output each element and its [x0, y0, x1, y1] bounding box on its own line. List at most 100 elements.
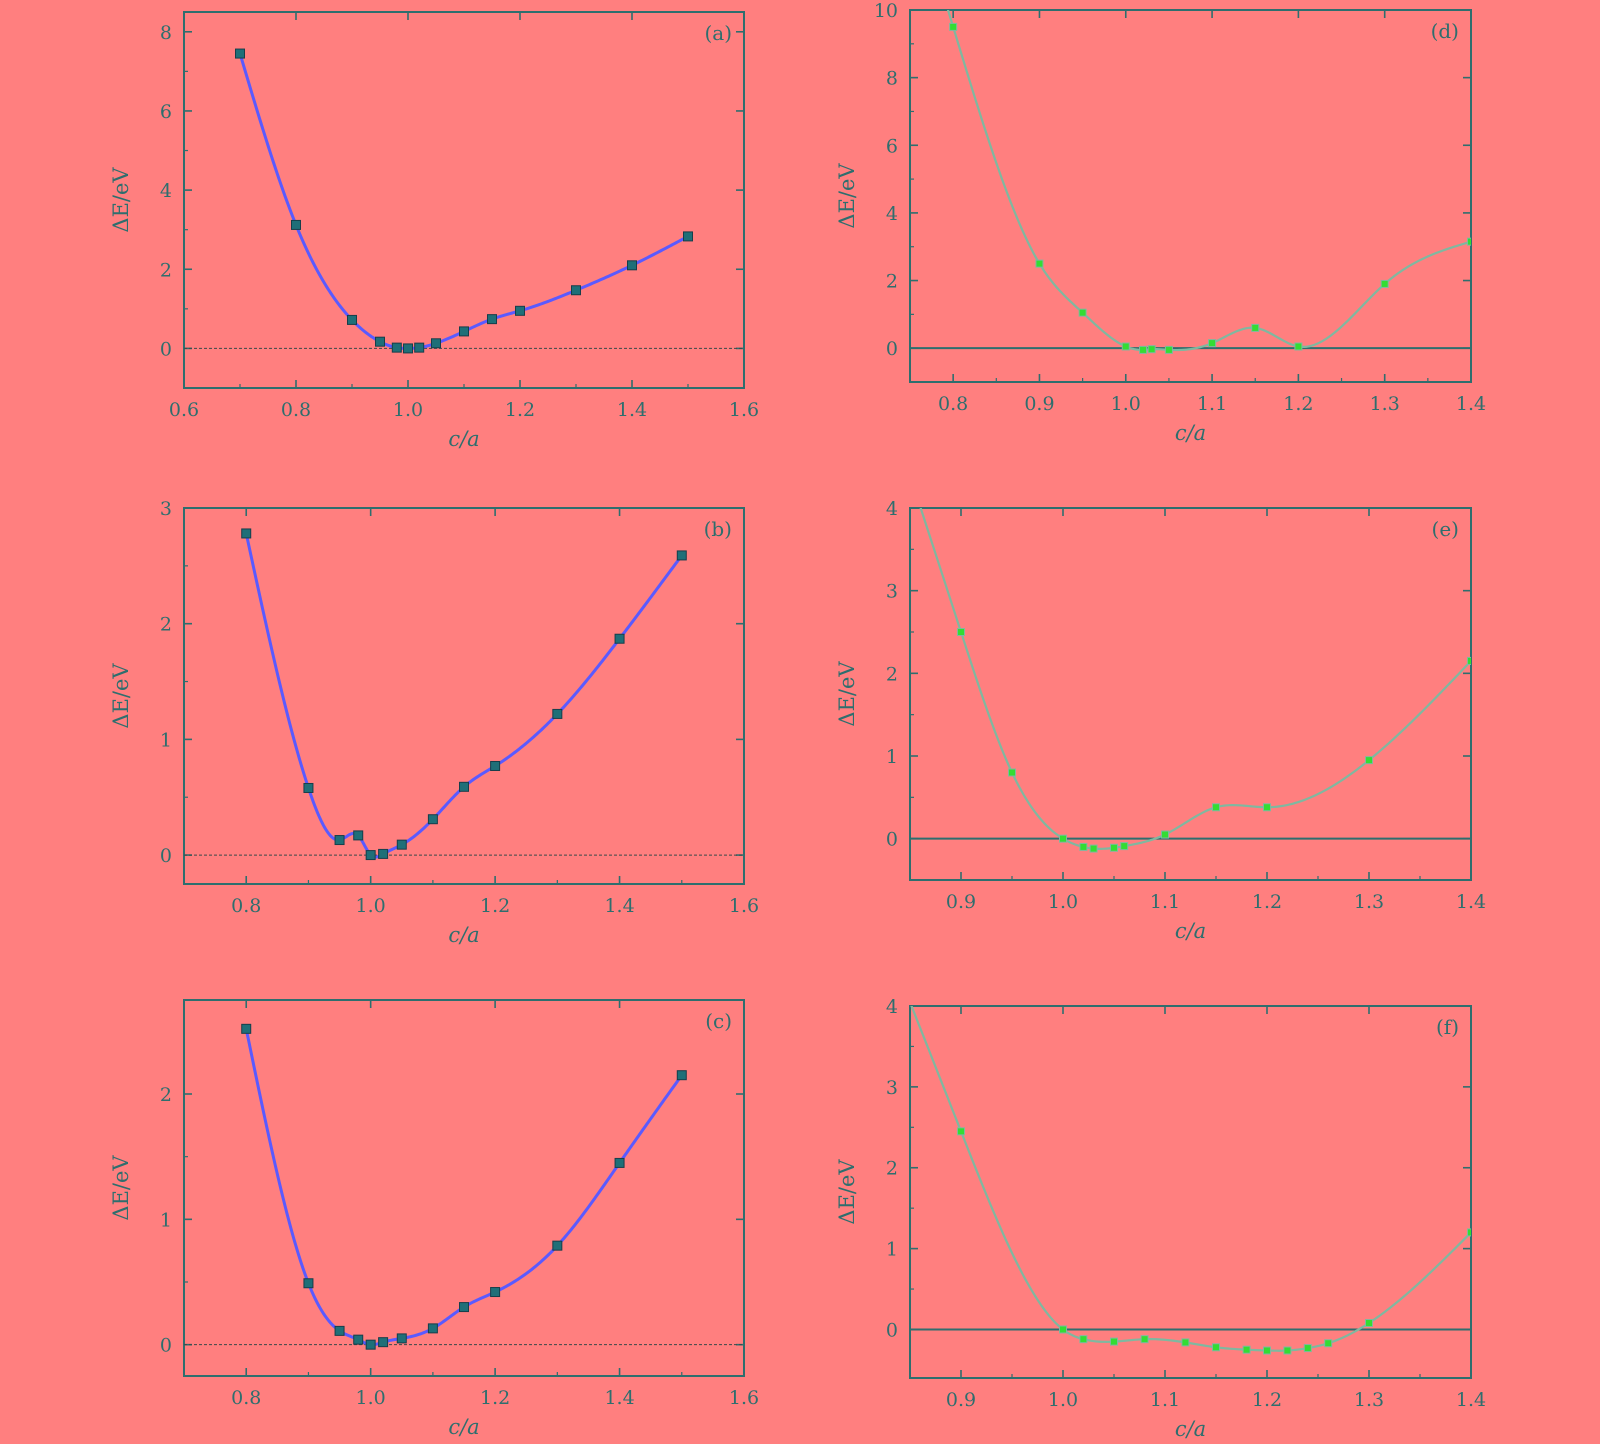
data-point [683, 231, 693, 242]
x-tick-label: 1.0 [1048, 1389, 1078, 1411]
plot-frame [909, 507, 1472, 881]
y-tick-label: 0 [160, 338, 172, 360]
data-point [365, 850, 376, 861]
panel-d: 0.8 0.9 1.0 1.1 1.2 1.3 1.4 0 2 4 6 8 10 c/a ΔE/eV (d) [835, 0, 1486, 445]
panel-f: 0.9 1.0 1.1 1.2 1.3 1.4 0 1 2 3 4 c/a ΔE/eV (f) [835, 996, 1486, 1441]
data-point [378, 848, 389, 859]
x-tick-label: 1.0 [1111, 393, 1141, 415]
data-point [1120, 842, 1129, 851]
y-axis-label: ΔE/eV [835, 163, 859, 229]
data-point [1324, 1339, 1333, 1348]
x-tick-label: 1.0 [1048, 891, 1078, 913]
data-point [353, 830, 364, 841]
x-tick-label: 1.2 [505, 399, 535, 421]
plot-frame [183, 999, 745, 1377]
data-point [1147, 345, 1156, 354]
panel-label: (a) [704, 21, 732, 45]
data-point [353, 1334, 364, 1345]
fit-curve [244, 1028, 684, 1347]
data-point [303, 782, 314, 793]
fit-curve [919, 508, 1471, 850]
x-tick-label: 1.6 [729, 1387, 759, 1409]
data-point [552, 1240, 563, 1251]
data-point [1140, 1335, 1149, 1344]
y-tick-label: 1 [160, 1209, 172, 1231]
x-tick-label: 1.2 [1283, 393, 1313, 415]
y-tick-label: 0 [886, 829, 898, 851]
fit-curve [946, 10, 1471, 352]
y-tick-label: 4 [886, 498, 898, 520]
data-point [378, 1337, 389, 1348]
y-tick-label: 4 [160, 180, 172, 202]
data-point [1110, 843, 1118, 852]
x-axis-label: c/a [1175, 421, 1206, 445]
data-point [427, 814, 438, 825]
x-tick-label: 1.1 [1197, 393, 1227, 415]
data-point [403, 343, 413, 354]
panel-label: (f) [1436, 1015, 1459, 1039]
x-tick-label: 1.0 [356, 1387, 386, 1409]
x-tick-label: 1.4 [604, 1387, 634, 1409]
x-tick-label: 1.4 [1456, 393, 1486, 415]
data-point [1380, 279, 1389, 288]
data-point [515, 305, 525, 316]
x-tick-label: 1.4 [604, 895, 634, 917]
panel-label: (b) [704, 517, 732, 541]
y-tick-label: 2 [886, 1158, 898, 1180]
fit-curve [238, 53, 689, 350]
data-point [391, 342, 402, 353]
data-point [375, 336, 385, 347]
x-tick-label: 1.2 [480, 895, 510, 917]
y-axis-label: ΔE/eV [835, 661, 859, 727]
data-point [949, 22, 958, 31]
data-point [957, 628, 965, 636]
x-tick-label: 0.8 [231, 895, 261, 917]
data-point [627, 260, 637, 271]
data-point [396, 839, 407, 850]
data-point [1079, 1335, 1088, 1344]
data-point [487, 314, 497, 325]
x-tick-label: 1.4 [1456, 891, 1486, 913]
data-point [1263, 803, 1271, 812]
fit-curve [244, 533, 683, 859]
x-tick-label: 0.9 [946, 1389, 976, 1411]
data-point [614, 633, 625, 644]
plot-frame [909, 9, 1472, 383]
data-point [1365, 1319, 1373, 1328]
data-point [459, 326, 469, 337]
x-tick-label: 1.3 [1370, 393, 1400, 415]
data-point [235, 48, 245, 59]
y-tick-label: 0 [886, 338, 898, 360]
y-tick-label: 2 [160, 259, 172, 281]
data-point [1121, 342, 1130, 351]
data-point [1365, 756, 1373, 765]
data-point [676, 550, 687, 561]
data-point [1251, 323, 1260, 332]
data-point [1467, 656, 1471, 665]
y-tick-label: 4 [886, 203, 898, 225]
x-tick-label: 0.8 [231, 1387, 261, 1409]
y-tick-label: 2 [160, 1084, 172, 1106]
x-tick-label: 0.9 [946, 891, 976, 913]
y-tick-label: 8 [160, 22, 172, 44]
x-tick-label: 0.8 [281, 399, 311, 421]
data-point [459, 1302, 469, 1313]
y-tick-label: 1 [886, 1239, 898, 1261]
y-tick-label: 0 [886, 1319, 898, 1341]
x-tick-label: 1.0 [393, 399, 423, 421]
y-tick-label: 8 [886, 68, 898, 90]
data-point [1079, 842, 1088, 851]
x-axis-label: c/a [1175, 919, 1206, 943]
x-tick-label: 1.3 [1354, 891, 1384, 913]
y-tick-label: 0 [160, 1335, 172, 1357]
data-point [490, 760, 501, 771]
data-point [1161, 830, 1169, 839]
y-axis-label: ΔE/eV [109, 663, 133, 729]
y-tick-label: 4 [886, 996, 898, 1018]
panel-label: (d) [1431, 19, 1459, 43]
x-tick-label: 1.2 [1252, 891, 1282, 913]
y-tick-label: 10 [874, 0, 898, 22]
data-point [1139, 345, 1148, 354]
x-tick-label: 1.3 [1354, 1389, 1384, 1411]
